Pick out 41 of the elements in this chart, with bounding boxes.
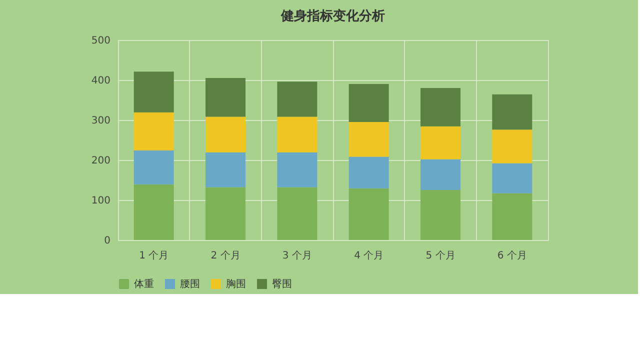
bar xyxy=(420,159,460,190)
bar xyxy=(492,193,532,240)
bar xyxy=(420,88,460,126)
y-tick-label: 100 xyxy=(91,196,110,206)
bar xyxy=(277,82,318,117)
y-tick-label: 200 xyxy=(91,156,110,166)
bar xyxy=(134,72,174,112)
bar xyxy=(134,150,174,184)
legend-label: 臀围 xyxy=(272,278,292,290)
bar xyxy=(134,112,174,150)
bar xyxy=(134,184,174,240)
y-tick-label: 400 xyxy=(91,76,110,86)
bar xyxy=(348,156,389,188)
bar xyxy=(348,188,389,240)
legend-label: 腰围 xyxy=(180,279,200,290)
bar xyxy=(348,122,389,157)
bar xyxy=(277,187,318,240)
bar xyxy=(420,190,460,240)
y-tick-label: 300 xyxy=(91,116,110,126)
x-tick-label: 4 个月 xyxy=(354,250,384,262)
bar xyxy=(206,187,246,240)
y-tick-label: 0 xyxy=(104,236,110,246)
legend-label: 体重 xyxy=(134,278,154,290)
x-tick-label: 3 个月 xyxy=(282,250,312,262)
bar xyxy=(206,116,246,152)
bar xyxy=(492,130,532,164)
bar xyxy=(206,152,246,188)
bar xyxy=(277,116,318,152)
legend-label: 胸围 xyxy=(226,278,246,290)
bar xyxy=(492,163,532,194)
x-tick-label: 1 个月 xyxy=(139,250,169,262)
bar xyxy=(206,78,246,117)
chart-title: 健身指标变化分析 xyxy=(280,8,385,24)
x-tick-label: 5 个月 xyxy=(426,250,456,262)
bar xyxy=(420,126,460,160)
bar xyxy=(492,94,532,130)
x-tick-label: 2 个月 xyxy=(210,250,240,262)
x-tick-label: 6 个月 xyxy=(497,250,527,262)
y-tick-label: 500 xyxy=(91,36,110,46)
bar xyxy=(348,84,389,122)
bar xyxy=(277,152,318,188)
